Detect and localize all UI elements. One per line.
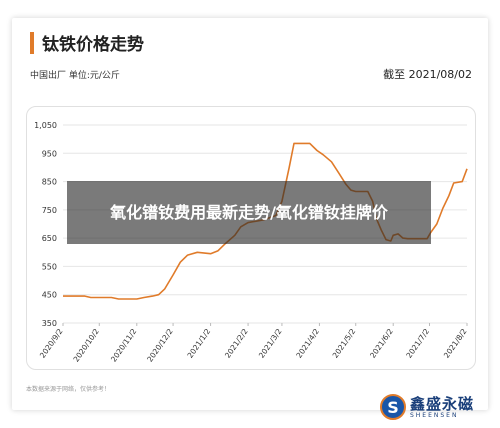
x-tick-label: 2021/8/2: [442, 327, 469, 360]
y-tick-label: 750: [42, 206, 57, 215]
x-tick-label: 2021/2/2: [223, 327, 250, 360]
title-accent-bar: [30, 32, 34, 54]
x-tick-label: 2021/4/2: [294, 327, 321, 360]
y-tick-label: 550: [42, 262, 57, 271]
logo-icon: S: [379, 394, 406, 420]
x-tick-label: 2021/3/2: [257, 327, 284, 360]
subtitle: 中国出厂 单位:元/公斤: [30, 71, 120, 81]
x-tick-label: 2020/11/2: [109, 327, 139, 364]
as-of-date: 截至 2021/08/02: [383, 68, 472, 81]
x-tick-label: 2021/1/2: [186, 327, 213, 360]
logo-name-en: SHEENSEN: [409, 411, 459, 419]
y-tick-label: 450: [42, 291, 57, 300]
x-tick-label: 2021/5/2: [331, 327, 358, 360]
page-title: 钛铁价格走势: [42, 35, 144, 55]
x-tick-label: 2020/12/2: [145, 327, 175, 364]
y-tick-label: 850: [42, 178, 57, 187]
disclaimer: 本数据来源于网络，仅供参考！: [26, 386, 111, 393]
overlay-text: 氧化镨钕费用最新走势/氧化镨钕挂牌价: [110, 202, 388, 222]
x-tick-label: 2021/7/2: [404, 327, 431, 360]
brand-logo: S 鑫盛永磁 SHEENSEN: [379, 392, 474, 422]
y-tick-label: 650: [42, 234, 57, 243]
headline-overlay: 氧化镨钕费用最新走势/氧化镨钕挂牌价: [67, 181, 431, 244]
logo-text: 鑫盛永磁 SHEENSEN: [410, 396, 474, 419]
x-tick-label: 2020/9/2: [38, 327, 65, 360]
y-tick-label: 950: [42, 149, 57, 158]
logo-name-cn: 鑫盛永磁: [409, 394, 474, 413]
x-tick-label: 2020/10/2: [71, 327, 101, 364]
y-tick-label: 350: [42, 319, 57, 328]
y-tick-label: 1,050: [34, 121, 57, 130]
x-tick-label: 2021/6/2: [368, 327, 395, 360]
